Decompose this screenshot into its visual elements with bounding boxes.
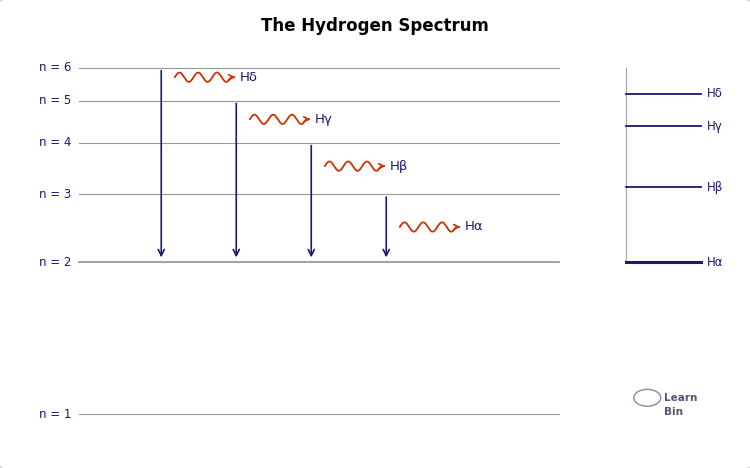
Text: Hα: Hα	[706, 256, 723, 269]
Text: n = 2: n = 2	[39, 256, 71, 269]
Text: n = 4: n = 4	[39, 136, 71, 149]
Text: Hγ: Hγ	[706, 120, 722, 133]
Text: Hγ: Hγ	[315, 113, 333, 126]
Text: Hα: Hα	[465, 220, 484, 234]
Text: Hδ: Hδ	[240, 71, 258, 84]
Text: n = 3: n = 3	[39, 188, 71, 201]
Text: Learn: Learn	[664, 393, 698, 403]
Text: n = 5: n = 5	[39, 94, 71, 107]
Text: n = 6: n = 6	[39, 61, 71, 74]
Text: Hβ: Hβ	[390, 160, 408, 173]
Text: Hδ: Hδ	[706, 87, 722, 100]
Text: Hβ: Hβ	[706, 181, 723, 194]
Text: n = 1: n = 1	[39, 408, 71, 421]
Text: Bin: Bin	[664, 407, 682, 417]
Text: The Hydrogen Spectrum: The Hydrogen Spectrum	[261, 17, 489, 35]
